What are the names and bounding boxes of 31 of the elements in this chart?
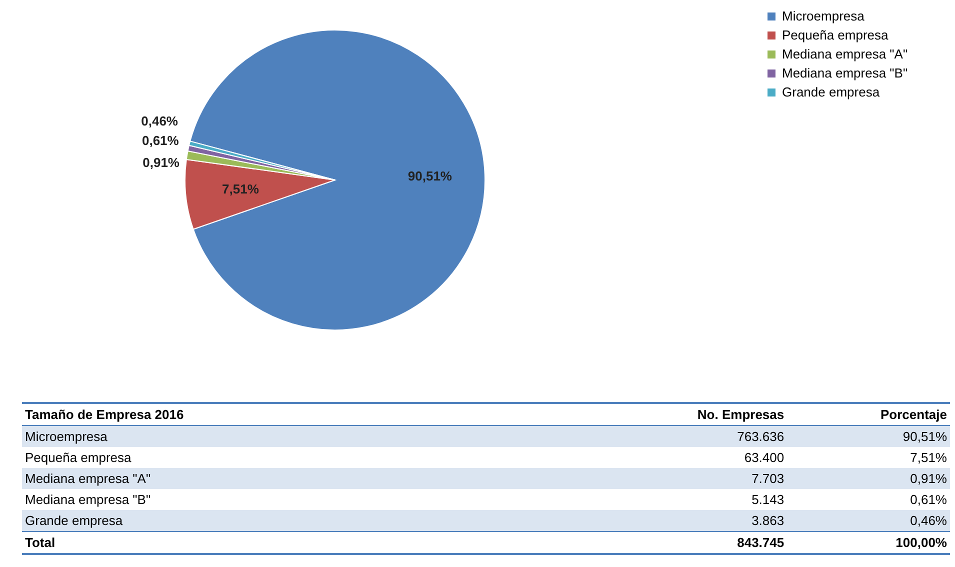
text: 843.745 [578, 532, 788, 554]
data-label: 0,91% [142, 155, 180, 170]
category-label: Mediana empresa "B" [25, 492, 151, 507]
legend-label: Pequeña empresa [782, 28, 890, 42]
text: 5.143 [750, 491, 786, 509]
text: 100,00% [787, 532, 950, 554]
legend-label: Mediana empresa "A" [782, 46, 908, 62]
legend-label: Microempresa [782, 8, 866, 24]
data-label: 90,51% [408, 168, 452, 184]
text: Tamaño de Empresa 2016 [22, 403, 579, 426]
text: 7.703 [578, 468, 788, 489]
legend-label: Grande empresa [782, 84, 880, 100]
text: 7,51% [910, 450, 947, 465]
text: 763.636 [578, 426, 788, 447]
text: 0,91% [910, 471, 947, 486]
data-label: 0,46% [141, 113, 178, 128]
category-label: Grande empresa [25, 513, 123, 528]
data-label: 0,61% [142, 133, 180, 148]
text: Total [22, 532, 579, 554]
text: Porcentaje [787, 403, 950, 426]
legend-label: Mediana empresa "B" [782, 66, 908, 80]
data-label: 7,51% [222, 181, 260, 196]
category-label: Microempresa [25, 429, 108, 444]
text: 0,61% [910, 492, 947, 507]
text: 63.400 [743, 449, 786, 467]
text: 0,46% [910, 513, 947, 528]
category-label: Pequeña empresa [25, 450, 132, 465]
category-label: Mediana empresa "A" [25, 471, 151, 486]
text: No. Empresas [578, 403, 788, 426]
text: 90,51% [902, 429, 947, 444]
text: 3.863 [578, 510, 788, 532]
